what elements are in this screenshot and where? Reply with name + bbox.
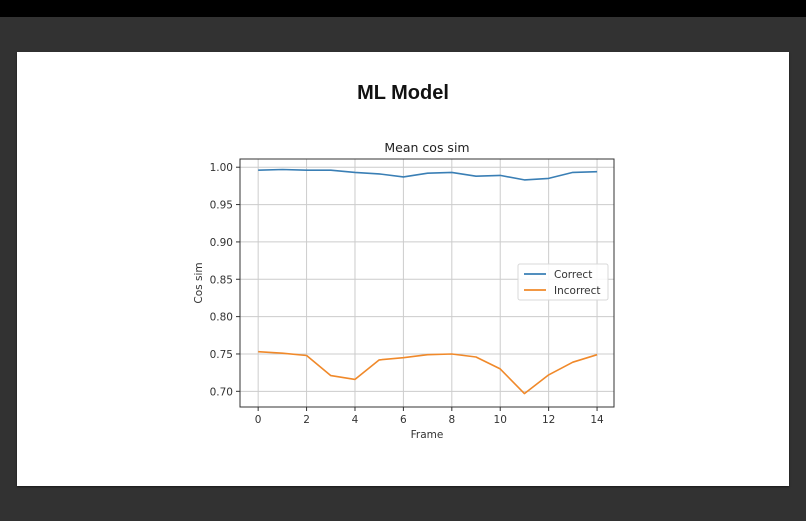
legend-label-incorrect: Incorrect	[554, 285, 601, 297]
slide: ML Model Mean cos sim 0.70 0.75 0.80 0.85 0.…	[17, 52, 789, 486]
x-tick-label: 12	[542, 414, 555, 426]
y-tick-label: 0.85	[210, 274, 233, 286]
legend-label-correct: Correct	[554, 269, 592, 281]
y-tick-label: 1.00	[210, 162, 233, 174]
y-tick-label: 0.90	[210, 237, 233, 249]
series-line-correct	[258, 168, 598, 181]
x-tick-label: 6	[400, 414, 407, 426]
legend-box	[517, 263, 609, 301]
y-tick-label: 0.75	[210, 349, 233, 361]
x-tick-label: 2	[303, 414, 310, 426]
y-tick-label: 0.95	[210, 200, 233, 212]
chart-title: Mean cos sim	[384, 140, 469, 155]
y-axis-label: Cos sim	[193, 262, 205, 303]
y-tick-label: 0.80	[210, 312, 233, 324]
y-tick-label: 0.70	[210, 386, 233, 398]
y-axis-ticks: 0.70 0.75 0.80 0.85 0.90 0.95 1.00	[210, 162, 240, 398]
legend: Correct Incorrect	[517, 263, 609, 301]
x-tick-label: 4	[352, 414, 359, 426]
series-line-incorrect	[258, 350, 598, 395]
x-axis-ticks: 0 2 4 6 8 10 12 14	[255, 407, 604, 426]
series-lines	[258, 168, 598, 395]
x-tick-label: 8	[448, 414, 455, 426]
plot-frame	[239, 158, 615, 408]
x-axis-label: Frame	[411, 429, 444, 441]
top-bar	[0, 0, 806, 17]
x-tick-label: 0	[255, 414, 262, 426]
slide-title: ML Model	[357, 82, 449, 104]
x-tick-label: 14	[590, 414, 604, 426]
line-chart: Mean cos sim 0.70 0.75 0.80 0.85 0.90 0.95 1.0…	[193, 140, 615, 441]
x-tick-label: 10	[494, 414, 507, 426]
